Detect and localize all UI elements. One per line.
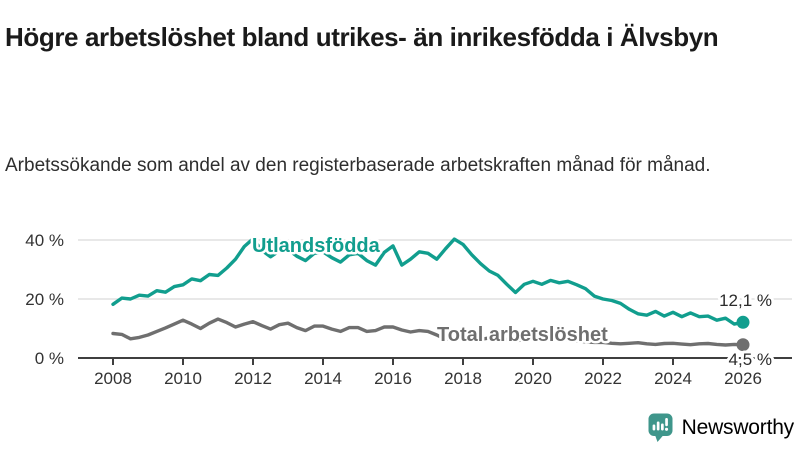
x-axis-tick-label: 2026 xyxy=(724,369,762,388)
chart-subtitle: Arbetssökande som andel av den registerb… xyxy=(5,155,711,176)
page-title: Högre arbetslöshet bland utrikes- än inr… xyxy=(5,22,719,53)
x-axis-tick-label: 2008 xyxy=(94,369,132,388)
series-line-total xyxy=(111,317,745,347)
series-end-dot-total xyxy=(736,338,750,352)
series-line-utlandsfodda xyxy=(111,237,745,326)
x-axis-tick-label: 2010 xyxy=(164,369,202,388)
x-axis-tick-label: 2018 xyxy=(444,369,482,388)
series-label-utlandsfodda: Utlandsfödda xyxy=(252,235,381,257)
y-axis-tick-label: 0 % xyxy=(35,349,64,368)
y-axis-tick-label: 40 % xyxy=(25,231,64,250)
x-axis-tick-label: 2022 xyxy=(584,369,622,388)
series-end-dot-utlandsfodda xyxy=(736,315,750,329)
x-axis-tick-label: 2012 xyxy=(234,369,272,388)
newsworthy-logo[interactable]: Newsworthy xyxy=(648,413,794,443)
x-axis-tick-label: 2020 xyxy=(514,369,552,388)
newsworthy-bubble-chart-icon xyxy=(648,413,673,442)
newsworthy-wordmark: Newsworthy xyxy=(681,416,795,439)
series-label-total: Total arbetslöshet xyxy=(437,324,608,346)
end-value-label-total: 4,5 % xyxy=(729,350,772,369)
y-axis-tick-label: 20 % xyxy=(25,290,64,309)
end-value-label-utlandsfodda: 12,1 % xyxy=(719,291,772,310)
x-axis-tick-label: 2024 xyxy=(654,369,692,388)
x-axis-tick-label: 2016 xyxy=(374,369,412,388)
x-axis-tick-label: 2014 xyxy=(304,369,342,388)
